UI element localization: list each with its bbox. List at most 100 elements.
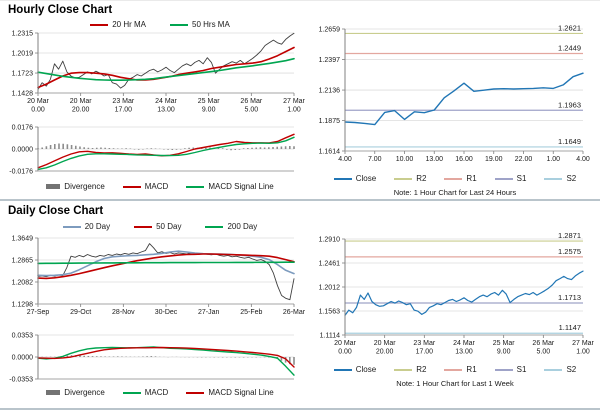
legend-item-20-day: 20 Day — [62, 222, 110, 231]
line-swatch-icon — [122, 185, 141, 188]
daily-ma-legend: 20 Day 50 Day 200 Day — [20, 222, 300, 231]
legend-item-divergence: Divergence — [46, 182, 105, 191]
svg-text:19.00: 19.00 — [485, 156, 503, 163]
legend-label: R2 — [416, 174, 427, 183]
svg-text:1.2136: 1.2136 — [319, 88, 341, 95]
svg-text:27 Mar: 27 Mar — [572, 340, 594, 347]
line-swatch-icon — [122, 391, 141, 394]
legend-label: R1 — [466, 174, 477, 183]
svg-text:1.1713: 1.1713 — [558, 293, 581, 302]
daily-macd-chart: 0.0353 0.0000 -0.0353 — [9, 333, 295, 384]
last-24h-chart: 1.2659 1.2397 1.2136 1.1875 1.1614 1.2621 1.24… — [319, 23, 590, 163]
svg-text:0.0176: 0.0176 — [12, 125, 34, 132]
svg-text:1.2865: 1.2865 — [12, 258, 34, 265]
hourly-ma-legend: 20 Hr MA 50 Hrs MA — [20, 20, 300, 29]
svg-text:9.00: 9.00 — [202, 107, 216, 114]
legend-item-r1: R1 — [444, 174, 477, 183]
last-24h-legend: Close R2 R1 S1 S2 — [315, 174, 595, 183]
line-swatch-icon — [333, 368, 352, 371]
legend-label: 50 Hrs MA — [192, 20, 230, 29]
svg-text:1.1298: 1.1298 — [12, 302, 34, 309]
legend-item-200-day: 200 Day — [205, 222, 257, 231]
last-1w-legend: Close R2 R1 S1 S2 — [315, 365, 595, 374]
line-swatch-icon — [186, 391, 205, 394]
svg-text:1.2910: 1.2910 — [319, 237, 341, 244]
legend-label: MACD — [144, 388, 169, 397]
svg-text:26 Mar: 26 Mar — [532, 340, 554, 347]
svg-text:20 Mar: 20 Mar — [27, 98, 49, 105]
legend-label: S1 — [516, 365, 527, 374]
svg-text:4.00: 4.00 — [576, 156, 590, 163]
svg-text:30-Dec: 30-Dec — [155, 309, 178, 316]
svg-text:1.1147: 1.1147 — [559, 323, 581, 332]
legend-label: MACD Signal Line — [208, 182, 274, 191]
svg-text:1.2871: 1.2871 — [558, 231, 581, 240]
svg-text:7.00: 7.00 — [368, 156, 382, 163]
svg-text:5.00: 5.00 — [245, 107, 259, 114]
line-swatch-icon — [62, 225, 81, 228]
svg-text:1.2575: 1.2575 — [558, 247, 581, 256]
horizontal-divider — [0, 408, 600, 410]
legend-item-close: Close — [333, 174, 377, 183]
line-swatch-icon — [205, 225, 224, 228]
line-swatch-icon — [444, 368, 463, 371]
last-24h-note: Note: 1 Hour Chart for Last 24 Hours — [393, 188, 517, 197]
svg-text:-0.0353: -0.0353 — [9, 377, 33, 384]
svg-text:29-Oct: 29-Oct — [70, 309, 91, 316]
hourly-chart-title: Hourly Close Chart — [8, 4, 113, 16]
svg-text:0.0000: 0.0000 — [12, 355, 34, 362]
line-swatch-icon — [90, 23, 109, 26]
svg-text:4.00: 4.00 — [338, 156, 352, 163]
svg-text:1.00: 1.00 — [576, 349, 590, 356]
svg-text:5.00: 5.00 — [537, 349, 551, 356]
svg-text:25 Mar: 25 Mar — [493, 340, 515, 347]
svg-text:24 Mar: 24 Mar — [155, 98, 177, 105]
line-swatch-icon — [394, 177, 413, 180]
bar-swatch-icon — [46, 184, 61, 189]
horizontal-divider — [0, 199, 600, 201]
legend-item-divergence: Divergence — [46, 388, 105, 397]
svg-text:20.00: 20.00 — [376, 349, 394, 356]
hourly-macd-chart: 0.0176 0.0000 -0.0176 — [9, 125, 295, 176]
svg-text:1.2659: 1.2659 — [319, 27, 341, 34]
svg-text:17.00: 17.00 — [115, 107, 133, 114]
legend-item-s2: S2 — [544, 174, 576, 183]
svg-text:1.2621: 1.2621 — [558, 23, 581, 32]
line-swatch-icon — [444, 177, 463, 180]
svg-text:25-Feb: 25-Feb — [240, 309, 262, 316]
svg-text:1.2012: 1.2012 — [319, 285, 341, 292]
line-swatch-icon — [170, 23, 188, 26]
svg-text:17.00: 17.00 — [416, 349, 434, 356]
svg-text:26 Mar: 26 Mar — [240, 98, 262, 105]
svg-text:-0.0176: -0.0176 — [9, 169, 33, 176]
svg-text:0.00: 0.00 — [338, 349, 352, 356]
legend-item-s2: S2 — [544, 365, 576, 374]
svg-text:13.00: 13.00 — [425, 156, 443, 163]
legend-item-close: Close — [333, 365, 376, 374]
svg-text:0.0000: 0.0000 — [12, 147, 34, 154]
legend-item-macd: MACD — [122, 388, 169, 397]
svg-text:1.1649: 1.1649 — [558, 137, 581, 146]
daily-chart-title: Daily Close Chart — [8, 205, 104, 217]
svg-text:1.1428: 1.1428 — [12, 91, 34, 98]
svg-text:10.00: 10.00 — [396, 156, 414, 163]
svg-text:23 Mar: 23 Mar — [112, 98, 134, 105]
svg-text:1.2449: 1.2449 — [558, 44, 581, 53]
line-swatch-icon — [186, 185, 205, 188]
legend-label: 50 Day — [156, 222, 182, 231]
svg-text:0.0353: 0.0353 — [12, 333, 34, 340]
hourly-macd-legend: Divergence MACD MACD Signal Line — [20, 182, 300, 191]
svg-text:1.00: 1.00 — [287, 107, 301, 114]
svg-text:27 Mar: 27 Mar — [283, 98, 305, 105]
line-swatch-icon — [394, 368, 413, 371]
last-1w-chart: 1.2910 1.2461 1.2012 1.1563 1.1114 1.2871 1.25… — [319, 231, 595, 356]
legend-item-macd-signal-line: MACD Signal Line — [186, 388, 274, 397]
svg-text:13.00: 13.00 — [455, 349, 473, 356]
legend-label: Divergence — [64, 388, 105, 397]
svg-text:20 Mar: 20 Mar — [70, 98, 92, 105]
legend-label: Close — [355, 174, 377, 183]
svg-text:16.00: 16.00 — [455, 156, 473, 163]
legend-label: MACD — [144, 182, 169, 191]
line-swatch-icon — [494, 368, 513, 371]
